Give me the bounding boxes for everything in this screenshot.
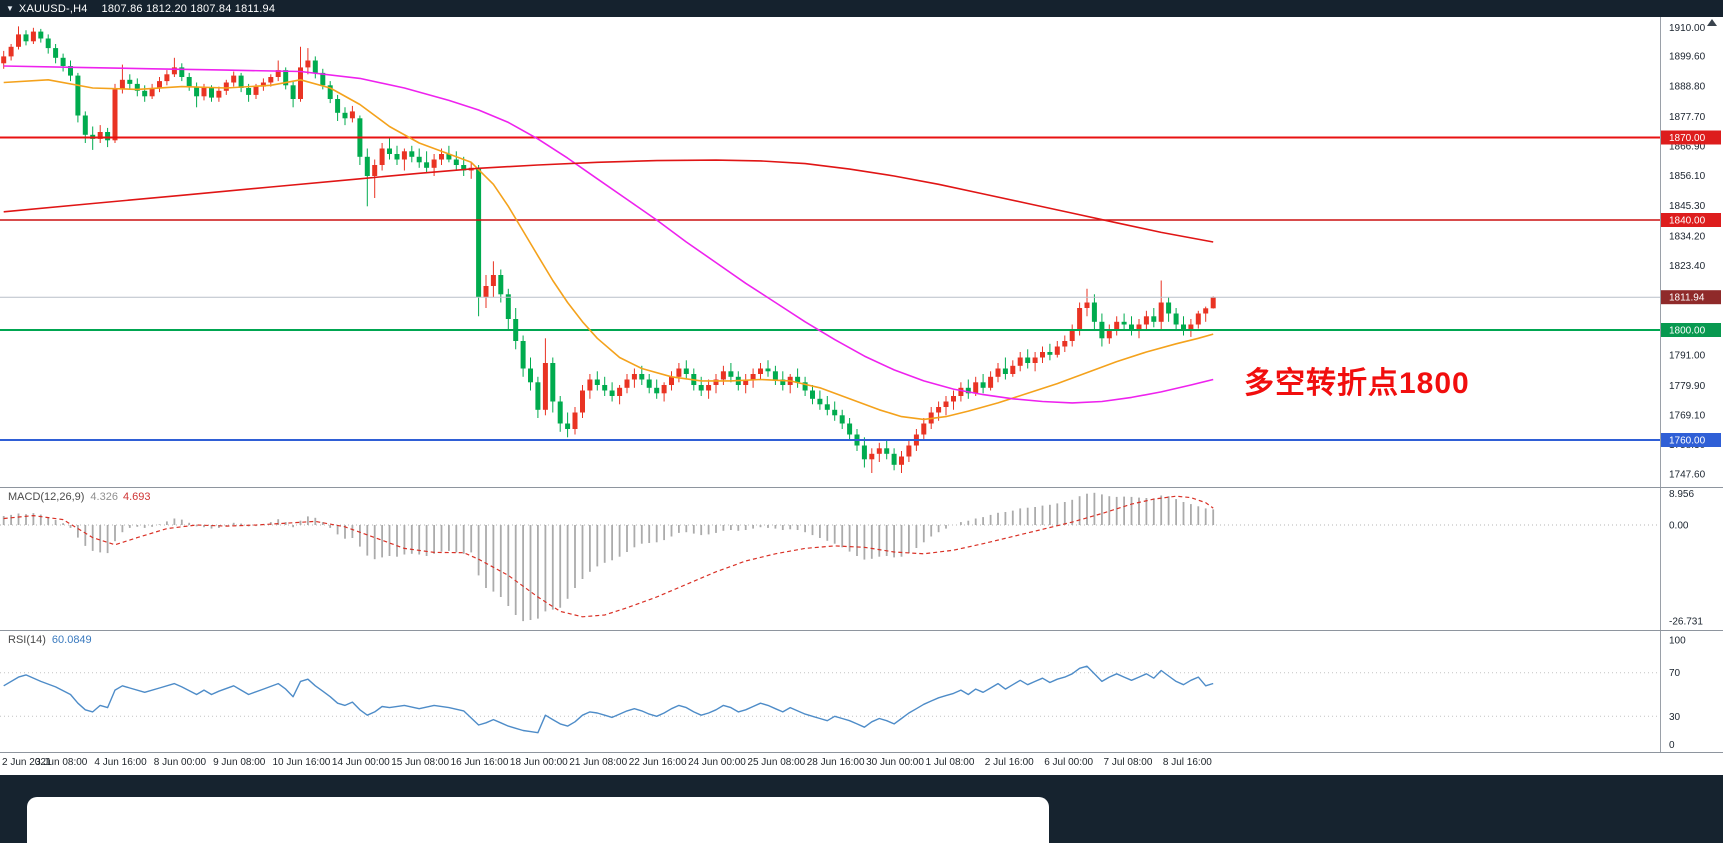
chart-header-bar: ▼ XAUUSD-,H4 1807.86 1812.20 1807.84 181… [0,0,1723,17]
time-axis-label: 3 Jun 08:00 [35,757,88,768]
price-badge-text: 1800.00 [1669,326,1706,337]
time-axis[interactable]: 2 Jun 2021 3 Jun 08:00 4 Jun 16:00 8 Jun 00… [0,752,1723,775]
time-axis-label: 25 Jun 08:00 [747,757,806,768]
price-axis-label: 1888.80 [1669,81,1706,92]
price-axis-label: 1823.40 [1669,261,1706,272]
rsi-axis-label: 0 [1669,740,1675,751]
time-axis-label: 18 Jun 00:00 [509,757,568,768]
rsi-axis-label: 100 [1669,636,1686,647]
time-axis-label: 7 Jul 08:00 [1103,757,1153,768]
macd-axis-label: 8.956 [1669,489,1694,500]
time-axis-label: 2 Jun 2021 [2,757,52,768]
price-axis-labels[interactable]: 1910.00 1899.60 1888.80 1877.70 1866.90 1856.… [1669,23,1706,481]
ma-fast-line [3,78,1214,421]
chart-annotation-text: 多空转折点1800 [1244,367,1470,400]
price-axis-label: 1910.00 [1669,23,1706,34]
price-badge-1800.00 [1661,323,1721,337]
price-axis-label: 1747.60 [1669,470,1706,481]
time-axis-label: 22 Jun 16:00 [628,757,687,768]
symbol-dropdown-icon[interactable]: ▼ [6,4,14,13]
price-badge-1840.00 [1661,213,1721,227]
price-axis-label: 1899.60 [1669,52,1706,63]
rsi-name: RSI(14) [8,634,46,646]
rsi-indicator-label: RSI(14) 60.0849 [8,634,92,646]
time-axis-label: 15 Jun 08:00 [391,757,450,768]
bottom-bar [0,775,1723,843]
time-axis-label: 14 Jun 00:00 [331,757,390,768]
price-axis-label: 1791.00 [1669,350,1706,361]
time-axis-label: 4 Jun 16:00 [94,757,147,768]
time-axis-label: 10 Jun 16:00 [272,757,331,768]
time-axis-label: 21 Jun 08:00 [569,757,628,768]
time-axis-label: 24 Jun 00:00 [688,757,746,768]
time-axis-label: 28 Jun 16:00 [806,757,865,768]
macd-axis-label: 0.00 [1669,521,1689,532]
price-axis-label: 1779.90 [1669,381,1706,392]
price-badge-text: 1870.00 [1669,133,1706,144]
time-axis-label: 8 Jul 16:00 [1162,757,1212,768]
macd-signal-line [3,495,1214,618]
time-axis-label: 8 Jun 00:00 [153,757,207,768]
macd-name: MACD(12,26,9) [8,491,85,503]
symbol-period-label[interactable]: XAUUSD-,H4 [18,2,88,15]
time-axis-label: 6 Jul 00:00 [1044,757,1094,768]
time-axis-label: 9 Jun 08:00 [213,757,266,768]
macd-indicator-label: MACD(12,26,9) 4.326 4.693 [8,491,150,503]
macd-panel-canvas[interactable]: 8.956 0.00 -26.731 [0,487,1723,630]
candles-group [1,26,1216,473]
price-axis-label: 1769.10 [1669,411,1706,422]
macd-histogram [2,492,1215,622]
price-badge-text: 1840.00 [1669,216,1706,227]
rsi-line [3,665,1214,734]
ma-medium-line [3,65,1214,404]
time-axis-label: 2 Jul 16:00 [984,757,1034,768]
scale-scroll-up-icon[interactable] [1707,19,1717,26]
price-chart-canvas[interactable]: 1910.00 1899.60 1888.80 1877.70 1866.90 1856.… [0,17,1723,487]
price-badge-1870.00 [1661,130,1721,145]
price-badge-text: 1760.00 [1669,436,1706,447]
macd-main-value: 4.326 [90,491,118,503]
rsi-value: 60.0849 [51,634,92,646]
level-lines-group [0,136,1660,441]
time-axis-label: 16 Jun 16:00 [450,757,509,768]
ohlc-quote: 1807.86 1812.20 1807.84 1811.94 [101,2,276,15]
rsi-axis-label: 30 [1669,712,1681,723]
price-axis-label: 1877.70 [1669,112,1706,123]
time-axis-label: 1 Jul 08:00 [925,757,975,768]
macd-axis-label: -26.731 [1669,617,1703,628]
price-badge-1811.94 [1661,290,1721,305]
price-badge-text: 1811.94 [1669,293,1705,304]
macd-signal-value: 4.693 [122,491,151,503]
price-axis-label: 1856.10 [1669,171,1706,182]
rsi-panel-canvas[interactable]: 100 70 30 0 [0,630,1723,752]
price-axis-label: 1834.20 [1669,231,1706,242]
price-axis-label: 1845.30 [1669,201,1706,212]
bottom-panel[interactable] [27,797,1049,843]
price-badge-1760.00 [1661,433,1721,447]
rsi-axis-label: 70 [1669,668,1681,679]
ma-slow-line [3,159,1214,243]
time-axis-label: 30 Jun 00:00 [866,757,924,768]
price-axis-label: 1866.90 [1669,142,1706,153]
